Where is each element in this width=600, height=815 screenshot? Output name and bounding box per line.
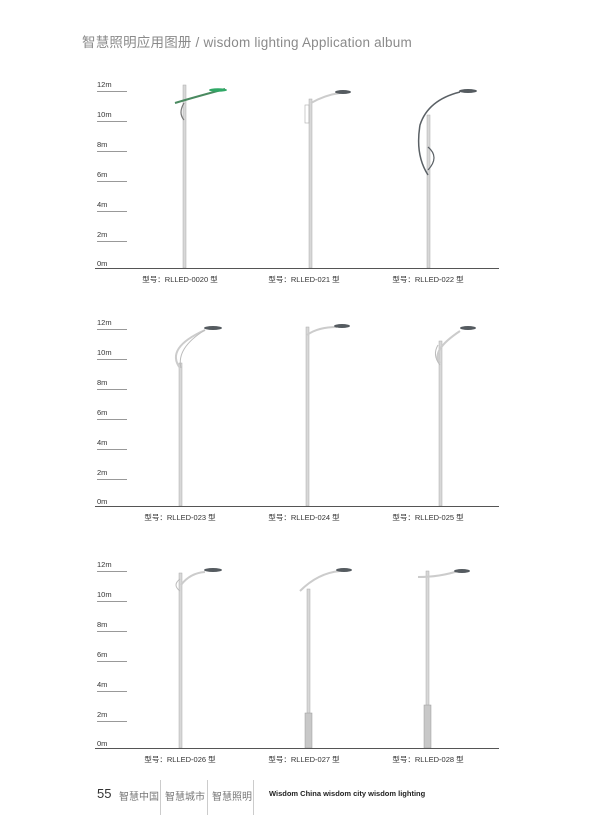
ruler-tick: 6m xyxy=(97,650,127,662)
ruler-tick: 6m xyxy=(97,408,127,420)
model-label: 型号：RLLED-026 型 xyxy=(144,755,216,764)
footer-tag: 智慧照明 xyxy=(212,792,252,803)
model-label: 型号：RLLED-028 型 xyxy=(392,755,464,764)
street-light-illustrations xyxy=(174,84,477,269)
ruler-tick: 12m xyxy=(97,80,127,92)
lamp-section-3: 12m 10m 8m 6m 4m 2m 0m xyxy=(0,555,600,770)
lamp-section-1: 12m 10m 8m 6m 4m 2m 0m xyxy=(0,75,600,290)
ruler-tick: 10m xyxy=(97,110,127,122)
footer-english-slogan: Wisdom China wisdom city wisdom lighting xyxy=(269,789,426,798)
model-label: 型号：RLLED-022 型 xyxy=(392,275,464,284)
model-label: 型号：RLLED-023 型 xyxy=(144,513,216,522)
ruler-tick: 2m xyxy=(97,230,127,242)
street-light-022 xyxy=(417,89,477,269)
model-label: 型号：RLLED-027 型 xyxy=(268,755,340,764)
ruler-tick: 12m xyxy=(97,560,127,572)
footer-tag: 智慧中国 xyxy=(119,792,159,803)
ruler-tick: 2m xyxy=(97,468,127,480)
street-light-025 xyxy=(434,326,476,507)
page-number: 55 xyxy=(97,786,112,801)
street-light-028 xyxy=(417,569,470,749)
model-label: 型号：RLLED-024 型 xyxy=(268,513,340,522)
ruler-tick: 2m xyxy=(97,710,127,722)
ground-line xyxy=(95,268,499,269)
ruler-tick: 10m xyxy=(97,348,127,360)
ruler-tick: 12m xyxy=(97,318,127,330)
ruler-tick: 8m xyxy=(97,378,127,390)
model-label: 型号：RLLED-0020 型 xyxy=(142,275,218,284)
ruler-tick: 4m xyxy=(97,680,127,692)
ground-line xyxy=(95,506,499,507)
ground-line xyxy=(95,748,499,749)
ruler-tick: 0m xyxy=(97,259,108,268)
street-light-026 xyxy=(175,568,222,749)
ruler-tick: 8m xyxy=(97,620,127,632)
street-light-027 xyxy=(299,568,352,749)
page-title: 智慧照明应用图册 / wisdom lighting Application a… xyxy=(82,35,412,50)
street-light-023 xyxy=(174,326,222,507)
footer-divider xyxy=(253,780,254,815)
street-light-021 xyxy=(304,90,351,269)
footer-divider xyxy=(207,780,208,815)
lamp-section-2: 12m 10m 8m 6m 4m 2m 0m xyxy=(0,313,600,528)
ruler-tick: 4m xyxy=(97,200,127,212)
footer-divider xyxy=(160,780,161,815)
footer-tag: 智慧城市 xyxy=(165,792,205,803)
ruler-tick: 0m xyxy=(97,497,108,506)
ruler-tick: 8m xyxy=(97,140,127,152)
ruler-tick: 0m xyxy=(97,739,108,748)
page-footer: 55 智慧中国 智慧城市 智慧照明 Wisdom China wisdom ci… xyxy=(0,780,600,815)
model-label: 型号：RLLED-025 型 xyxy=(392,513,464,522)
street-light-illustrations xyxy=(175,568,470,749)
street-light-illustrations xyxy=(174,324,476,507)
street-light-0020 xyxy=(174,84,227,269)
ruler-tick: 4m xyxy=(97,438,127,450)
model-label: 型号：RLLED-021 型 xyxy=(268,275,340,284)
street-light-024 xyxy=(305,324,350,507)
ruler-tick: 10m xyxy=(97,590,127,602)
ruler-tick: 6m xyxy=(97,170,127,182)
